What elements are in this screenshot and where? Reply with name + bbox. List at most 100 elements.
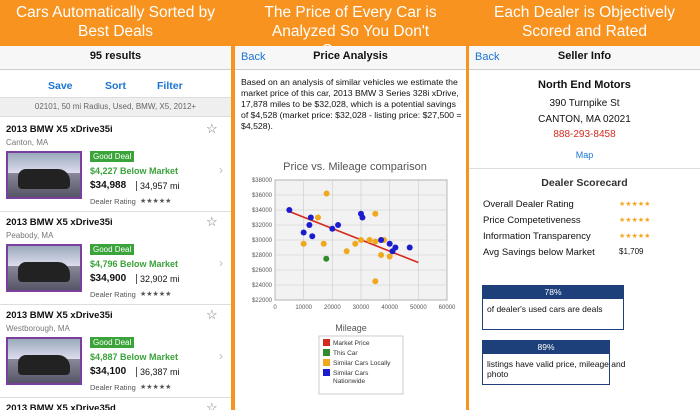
- y-tick-label: $22000: [252, 298, 273, 304]
- x-tick-label: 50000: [410, 305, 427, 311]
- listing-title[interactable]: 2013 BMW X5 xDrive35i: [6, 217, 113, 228]
- x-tick-label: 60000: [439, 305, 456, 311]
- data-point: [386, 240, 393, 247]
- filter-text: 02101, 50 mi Radius, Used, BMW, X5, 2012…: [34, 102, 197, 111]
- rating-stars: ★★★★★: [140, 198, 172, 205]
- price: $34,100: [90, 366, 127, 377]
- price-chart: Price vs. Mileage comparison $22000 $24000…: [252, 161, 456, 395]
- favorite-star: ☆: [206, 121, 218, 136]
- data-point: [372, 278, 379, 285]
- action-button[interactable]: Filter: [157, 80, 183, 92]
- data-point: [323, 255, 330, 262]
- score-value: ★★★★★: [619, 233, 651, 240]
- stat-caption: of dealer's used cars are deals: [487, 304, 603, 314]
- savings: $4,796 Below Market: [90, 259, 179, 269]
- stat-box: [482, 340, 610, 385]
- car-photo: [6, 151, 82, 199]
- stat-box: [482, 285, 624, 330]
- mileage: 32,902 mi: [136, 274, 180, 284]
- stat-value: 89%: [482, 340, 610, 354]
- stat-value: 78%: [482, 285, 624, 299]
- car-photo: [6, 244, 82, 292]
- listing-title[interactable]: 2013 BMW X5 xDrive35i: [6, 310, 113, 321]
- data-point: [323, 190, 330, 197]
- data-point: [406, 244, 413, 251]
- y-tick-label: $32000: [252, 223, 273, 229]
- dealer-city: CANTON, MA 02021: [538, 114, 631, 125]
- data-point: [335, 222, 342, 228]
- x-axis-label: Mileage: [335, 323, 367, 333]
- data-point: [359, 214, 366, 221]
- y-tick-label: $36000: [252, 193, 273, 199]
- summary: Based on an analysis of similar vehicles…: [241, 77, 462, 131]
- legend-label: This Car: [333, 350, 358, 357]
- chevron: ›: [219, 256, 223, 270]
- legend-label: Similar Cars Locally: [333, 360, 391, 367]
- savings: $4,887 Below Market: [90, 352, 179, 362]
- divider: [469, 168, 700, 169]
- rating-label: Dealer Rating: [90, 197, 136, 206]
- x-tick-label: 30000: [353, 305, 370, 311]
- scorecard-title: Dealer Scorecard: [541, 177, 628, 189]
- score-value: ★★★★★: [619, 217, 651, 224]
- listing-title[interactable]: 2013 BMW X5 xDrive35i: [6, 124, 113, 135]
- headline: Each Dealer is Objectively Scored and Ra…: [469, 0, 700, 46]
- x-tick-label: 0: [273, 305, 277, 311]
- score-label: Overall Dealer Rating: [483, 199, 574, 210]
- data-point: [343, 248, 350, 255]
- legend-swatch: [323, 339, 330, 346]
- chevron: ›: [219, 163, 223, 177]
- data-point: [306, 222, 313, 228]
- data-point: [366, 237, 373, 243]
- y-tick-label: $28000: [252, 253, 273, 259]
- price: $34,988: [90, 180, 127, 191]
- deal-badge: Good Deal: [90, 337, 135, 348]
- dealer-street: 390 Turnpike St: [549, 98, 620, 109]
- rating-label: Dealer Rating: [90, 383, 136, 392]
- action-button[interactable]: Save: [48, 80, 73, 92]
- score-label: Information Transparency: [483, 231, 591, 242]
- data-point: [378, 237, 385, 243]
- y-tick-label: $24000: [252, 283, 273, 289]
- savings: $4,227 Below Market: [90, 166, 179, 176]
- x-tick-label: 40000: [381, 305, 398, 311]
- score-label: Avg Savings below Market: [483, 247, 595, 258]
- nav-bar: [469, 46, 700, 70]
- listing-location: Westborough, MA: [6, 324, 70, 333]
- deal-badge: Good Deal: [90, 244, 135, 255]
- legend-label: Similar Cars Nationwide: [333, 370, 369, 385]
- legend-swatch: [323, 349, 330, 356]
- data-point: [378, 252, 385, 258]
- back-button[interactable]: Back: [241, 51, 266, 63]
- data-point: [352, 240, 359, 247]
- stat-caption: listings have valid price, mileage and p…: [487, 359, 626, 379]
- deal-badge: Good Deal: [90, 151, 135, 162]
- legend-swatch: [323, 359, 330, 366]
- data-point: [300, 240, 307, 247]
- nav-bar: [0, 46, 231, 70]
- score-value: $1,709: [619, 247, 644, 256]
- nav-title: Seller Info: [557, 50, 612, 62]
- chevron: ›: [219, 349, 223, 363]
- panel: The Price of Every Car is Analyzed So Yo…: [235, 0, 466, 410]
- data-point: [358, 237, 364, 243]
- rating-label: Dealer Rating: [90, 290, 136, 299]
- listing-title[interactable]: 2013 BMW X5 xDrive35d: [6, 403, 116, 410]
- action-button[interactable]: Sort: [105, 80, 126, 92]
- divider: [0, 211, 231, 212]
- back-button[interactable]: Back: [475, 51, 500, 63]
- listing-location: Canton, MA: [6, 138, 49, 147]
- mileage: 34,957 mi: [136, 181, 180, 191]
- nav-bar: [235, 46, 466, 70]
- rating-stars: ★★★★★: [140, 384, 172, 391]
- map-link[interactable]: Map: [575, 150, 594, 160]
- nav-title: Price Analysis: [313, 50, 388, 62]
- chart-title: Price vs. Mileage comparison: [283, 161, 427, 173]
- x-tick-label: 20000: [324, 305, 341, 311]
- data-point: [320, 240, 327, 247]
- y-tick-label: $30000: [252, 238, 273, 244]
- y-tick-label: $38000: [252, 178, 273, 184]
- price: $34,900: [90, 273, 127, 284]
- headline: The Price of Every Car is Analyzed So Yo…: [235, 0, 466, 59]
